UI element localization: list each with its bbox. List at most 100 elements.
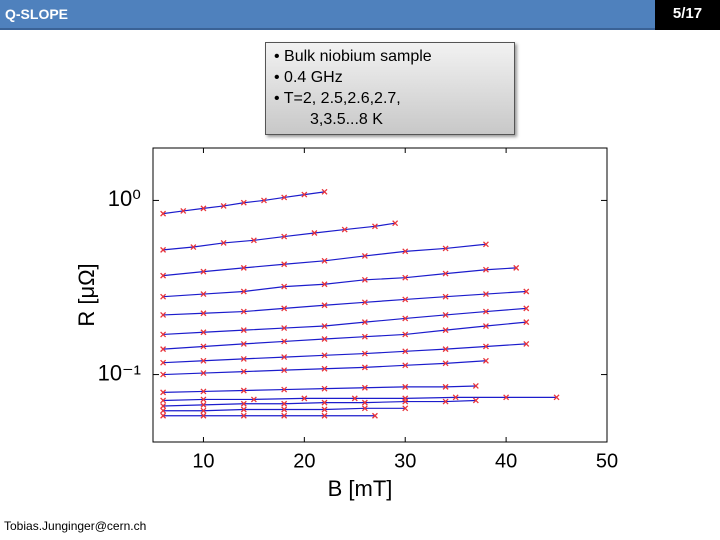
data-point [452, 394, 459, 401]
data-point [200, 357, 207, 364]
data-point [321, 257, 328, 264]
data-point [442, 311, 449, 318]
data-point [402, 296, 409, 303]
plot-area [152, 147, 608, 443]
data-point [190, 244, 197, 250]
data-point [160, 412, 167, 419]
data-point [160, 397, 167, 404]
data-point [220, 202, 227, 209]
data-point [160, 403, 167, 409]
data-point [513, 264, 520, 271]
data-point [200, 407, 207, 414]
data-point [351, 395, 358, 402]
data-point [523, 319, 530, 326]
data-point [281, 400, 288, 407]
data-point [200, 291, 207, 298]
data-point [321, 352, 328, 359]
data-point [482, 343, 489, 350]
slide-title: Q-SLOPE [5, 6, 69, 22]
data-point [321, 365, 328, 372]
data-point [160, 293, 167, 300]
data-point [200, 396, 207, 403]
footer: Tobias.Junginger@cern.ch [4, 519, 147, 533]
data-point [200, 412, 207, 419]
data-point [311, 230, 318, 236]
data-point [240, 355, 247, 362]
data-point [361, 384, 368, 391]
data-point [321, 281, 328, 288]
data-point [442, 398, 449, 405]
data-point [240, 340, 247, 347]
data-point [160, 272, 167, 279]
x-tick-label: 50 [596, 450, 618, 472]
data-point [160, 371, 167, 378]
data-point [240, 288, 247, 295]
data-point [321, 385, 328, 392]
data-point [442, 346, 449, 353]
data-point [442, 327, 449, 334]
header-bar: Q-SLOPE [0, 0, 655, 30]
data-point [200, 343, 207, 350]
data-point [402, 315, 409, 322]
data-point [281, 261, 288, 268]
data-point [402, 331, 409, 338]
data-point [281, 325, 288, 332]
data-point [361, 319, 368, 326]
data-point [402, 405, 409, 412]
info-item: • 0.4 GHz [274, 69, 343, 86]
data-point [200, 205, 207, 212]
fit-line [163, 290, 527, 316]
data-point [240, 406, 247, 413]
data-point [281, 354, 288, 361]
y-tick-label: 10⁻¹ [98, 360, 141, 385]
data-point [553, 394, 560, 401]
data-point [301, 191, 308, 198]
fit-line [163, 267, 517, 298]
data-point [361, 299, 368, 306]
fit-line [163, 321, 527, 350]
data-point [240, 387, 247, 394]
data-point [240, 264, 247, 271]
info-text: T=2, 2.5,2.6,2.7, [283, 90, 401, 107]
data-point [281, 283, 288, 290]
data-point [240, 412, 247, 419]
x-tick-label: 10 [192, 450, 214, 472]
data-point [281, 338, 288, 345]
data-point [482, 241, 489, 248]
x-tick-label: 20 [293, 450, 315, 472]
info-text: 3,3.5...8 K [310, 111, 383, 128]
data-point [220, 239, 227, 246]
data-point [472, 397, 479, 404]
data-point [200, 370, 207, 377]
chart: B [mT] R [μΩ] 10 20 30 40 50 10⁰ 10⁻¹ [74, 147, 618, 501]
data-point [240, 327, 247, 334]
data-point [503, 394, 510, 401]
data-point [180, 207, 187, 214]
data-point [200, 310, 207, 317]
data-point [321, 188, 328, 195]
data-point [361, 333, 368, 340]
data-point [442, 270, 449, 277]
data-point [361, 350, 368, 357]
data-point [482, 308, 489, 315]
data-point [361, 405, 368, 412]
data-point [442, 360, 449, 367]
data-point [402, 383, 409, 390]
data-point [281, 233, 288, 240]
data-point [321, 412, 328, 419]
x-axis-label: B [mT] [328, 476, 393, 501]
data-point [160, 407, 167, 414]
data-point [523, 305, 530, 312]
data-point [200, 401, 207, 408]
data-point [442, 293, 449, 300]
data-point [341, 226, 348, 233]
data-point [442, 383, 449, 390]
page-number: 5/17 [655, 0, 720, 30]
data-point [261, 197, 267, 204]
fit-line [163, 307, 527, 336]
data-point [482, 291, 489, 298]
data-point [371, 412, 378, 419]
data-point [160, 246, 167, 253]
data-point [361, 276, 368, 283]
